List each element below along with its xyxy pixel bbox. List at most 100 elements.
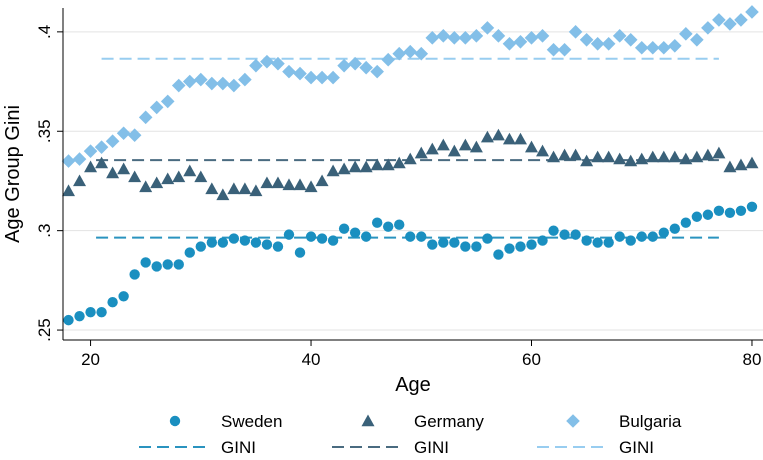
sweden-point	[581, 235, 592, 246]
germany-point	[227, 182, 241, 195]
bulgaria-point	[712, 13, 726, 27]
bulgaria-point	[425, 31, 440, 45]
germany-point	[734, 158, 748, 171]
germany-point	[668, 150, 682, 163]
germany-point	[679, 152, 693, 165]
germany-point	[745, 156, 759, 169]
legend-label: GINI	[619, 438, 654, 457]
germany-point	[359, 160, 373, 173]
legend-item: GINI	[537, 438, 654, 457]
sweden-point	[570, 229, 581, 240]
sweden-point	[228, 233, 240, 244]
bulgaria-point	[436, 29, 451, 43]
germany-point	[216, 188, 230, 201]
sweden-point	[680, 217, 692, 228]
sweden-point	[548, 225, 559, 236]
germany-point	[657, 150, 671, 163]
bulgaria-point	[723, 17, 737, 31]
bulgaria-point	[590, 36, 605, 51]
germany-point	[337, 162, 351, 175]
sweden-point	[471, 241, 482, 252]
sweden-point	[394, 219, 405, 230]
sweden-point	[316, 233, 328, 244]
sweden-point	[427, 239, 438, 250]
sweden-point	[382, 221, 394, 232]
legend-item: Bulgaria	[566, 412, 682, 431]
bulgaria-point	[127, 128, 142, 143]
y-axis-ticks: .25 .3 .35 .4	[35, 25, 63, 342]
bulgaria-point	[193, 72, 208, 87]
bulgaria-point	[227, 78, 241, 93]
bulgaria-point	[271, 56, 285, 71]
germany-point	[547, 150, 561, 163]
germany-point	[403, 152, 417, 165]
germany-point	[712, 146, 726, 159]
sweden-point	[537, 235, 548, 246]
legend-triangle-swatch	[361, 414, 375, 427]
germany-point	[293, 178, 307, 191]
legend-label: GINI	[414, 438, 449, 457]
germany-point	[447, 144, 461, 157]
bulgaria-point	[546, 42, 561, 57]
sweden-point	[63, 314, 74, 326]
sweden-point	[184, 247, 195, 258]
sweden-point	[250, 237, 262, 248]
sweden-point	[669, 223, 681, 234]
x-tick-label: 80	[743, 350, 762, 369]
series-germany	[62, 128, 759, 201]
bulgaria-point	[315, 70, 329, 85]
germany-point	[161, 172, 175, 185]
bulgaria-point	[205, 76, 219, 91]
y-tick-label: .4	[35, 25, 54, 39]
bulgaria-point	[105, 134, 120, 148]
sweden-point	[658, 227, 669, 238]
bulgaria-point	[72, 152, 87, 166]
sweden-point	[360, 231, 372, 242]
bulgaria-point	[171, 78, 186, 93]
germany-point	[304, 180, 318, 193]
bulgaria-point	[679, 27, 693, 41]
sweden-point	[371, 217, 383, 228]
bulgaria-point	[645, 40, 660, 55]
x-axis-ticks: 20 40 60 80	[81, 340, 761, 369]
sweden-point	[691, 211, 703, 222]
germany-point	[348, 160, 362, 173]
germany-point	[139, 180, 153, 193]
germany-point	[602, 150, 616, 163]
bulgaria-point	[447, 31, 462, 45]
sweden-point	[504, 243, 515, 254]
sweden-point	[460, 241, 471, 252]
germany-point	[84, 160, 98, 173]
germany-point	[558, 148, 572, 161]
bulgaria-point	[579, 33, 594, 47]
sweden-point	[151, 261, 162, 272]
bulgaria-point	[403, 44, 418, 59]
sweden-point	[636, 231, 647, 242]
bulgaria-point	[182, 74, 197, 89]
legend: Sweden Germany Bulgaria GINI GINI GINI	[139, 412, 682, 457]
germany-point	[425, 142, 439, 155]
bulgaria-point	[370, 64, 384, 79]
sweden-point	[592, 237, 603, 248]
sweden-point	[625, 235, 636, 246]
bulgaria-point	[491, 29, 506, 43]
sweden-point	[217, 237, 229, 248]
bulgaria-point	[634, 40, 649, 55]
germany-point	[635, 152, 649, 165]
sweden-point	[85, 306, 96, 318]
sweden-point	[305, 231, 317, 242]
sweden-point	[140, 257, 151, 268]
germany-point	[569, 148, 583, 161]
bulgaria-point	[282, 64, 296, 79]
sweden-point	[129, 269, 140, 280]
x-tick-label: 40	[302, 350, 321, 369]
bulgaria-point	[138, 110, 153, 125]
sweden-point	[206, 237, 218, 248]
bulgaria-point	[149, 100, 164, 115]
y-axis-title: Age Group Gini	[2, 105, 24, 243]
sweden-point	[107, 297, 118, 308]
germany-point	[106, 166, 120, 179]
germany-point	[414, 146, 428, 159]
bulgaria-point	[216, 76, 230, 91]
